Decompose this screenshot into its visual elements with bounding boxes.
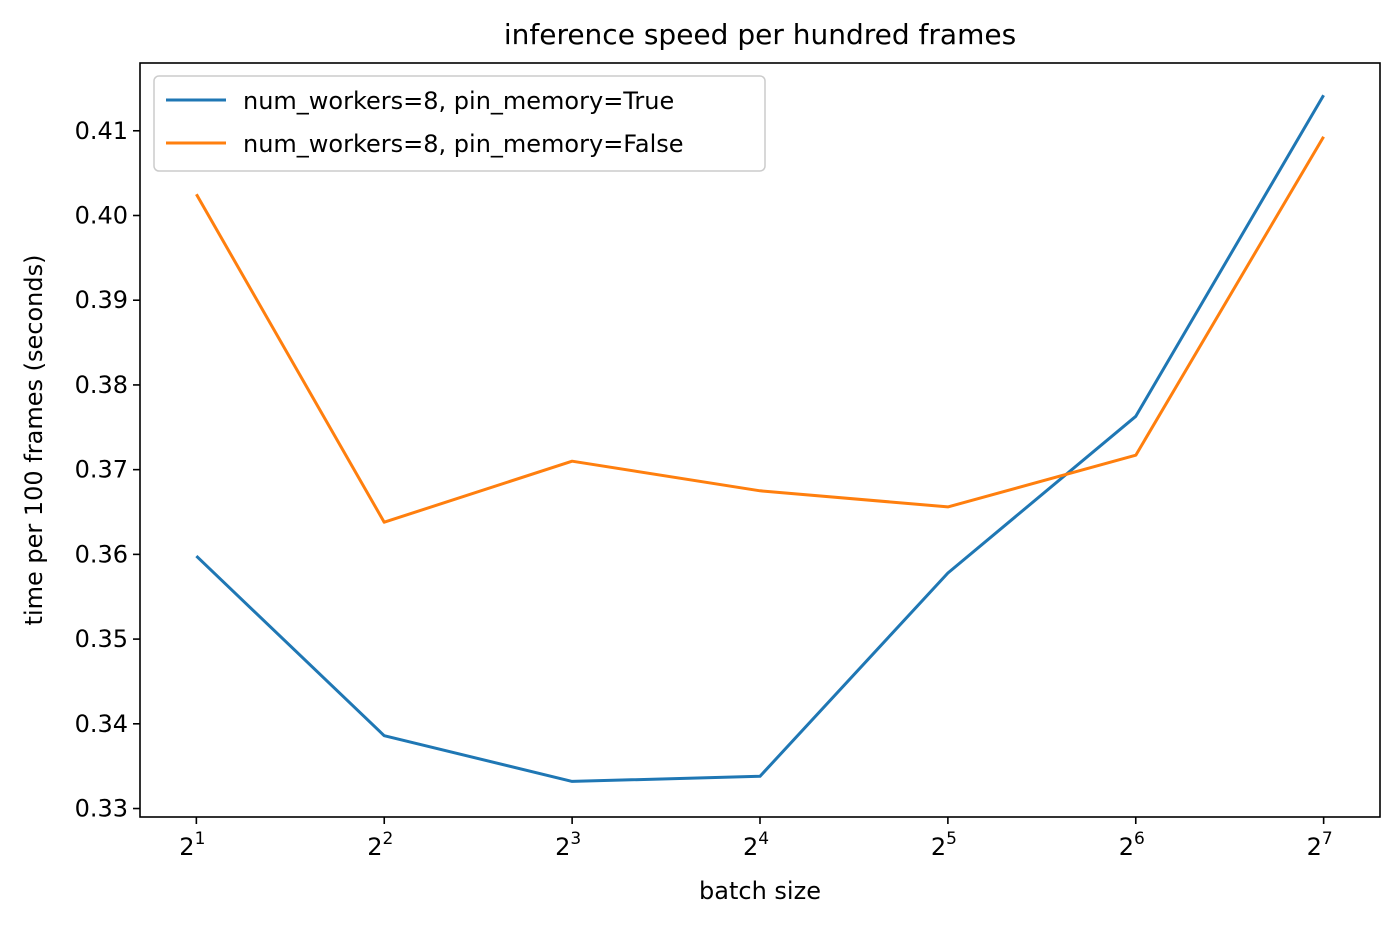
x-tick-label: 23 <box>555 829 581 861</box>
x-tick-exponent: 4 <box>758 829 769 849</box>
series-line-pin-memory-true <box>195 94 1325 783</box>
x-tick-base: 2 <box>1307 833 1322 861</box>
y-axis-label: time per 100 frames (seconds) <box>20 255 48 626</box>
x-tick-label: 27 <box>1307 829 1333 861</box>
x-tick-label: 24 <box>743 829 769 861</box>
x-tick-base: 2 <box>743 833 758 861</box>
x-tick-exponent: 3 <box>570 829 581 849</box>
series-layer <box>195 94 1325 783</box>
x-tick-exponent: 1 <box>195 829 206 849</box>
plot-frame <box>139 62 1381 818</box>
chart-title: inference speed per hundred frames <box>504 18 1016 51</box>
y-tick-label: 0.40 <box>75 201 128 229</box>
series-line-pin-memory-false <box>195 135 1325 524</box>
y-tick-label: 0.36 <box>75 540 128 568</box>
x-tick-label: 22 <box>367 829 393 861</box>
x-tick-base: 2 <box>931 833 946 861</box>
y-tick-label: 0.37 <box>75 456 128 484</box>
x-tick-base: 2 <box>367 833 382 861</box>
y-tick-label: 0.39 <box>75 286 128 314</box>
x-tick-exponent: 6 <box>1134 829 1145 849</box>
y-tick-label: 0.41 <box>75 117 128 145</box>
y-tick-label: 0.34 <box>75 710 128 738</box>
legend-box <box>153 75 766 172</box>
x-tick-exponent: 2 <box>382 829 393 849</box>
x-tick-exponent: 5 <box>946 829 957 849</box>
x-tick-label: 25 <box>931 829 957 861</box>
legend-label-false: num_workers=8, pin_memory=False <box>243 130 684 158</box>
x-tick-label: 26 <box>1119 829 1145 861</box>
x-axis-label: batch size <box>699 877 821 905</box>
y-tick-label: 0.35 <box>75 625 128 653</box>
x-tick-base: 2 <box>1119 833 1134 861</box>
y-tick-label: 0.38 <box>75 371 128 399</box>
legend-label-true: num_workers=8, pin_memory=True <box>243 87 674 115</box>
x-tick-base: 2 <box>555 833 570 861</box>
legend: num_workers=8, pin_memory=True num_worke… <box>153 75 766 172</box>
x-tick-base: 2 <box>179 833 194 861</box>
y-tick-label: 0.33 <box>75 795 128 823</box>
x-tick-label: 21 <box>179 829 205 861</box>
x-tick-exponent: 7 <box>1322 829 1333 849</box>
